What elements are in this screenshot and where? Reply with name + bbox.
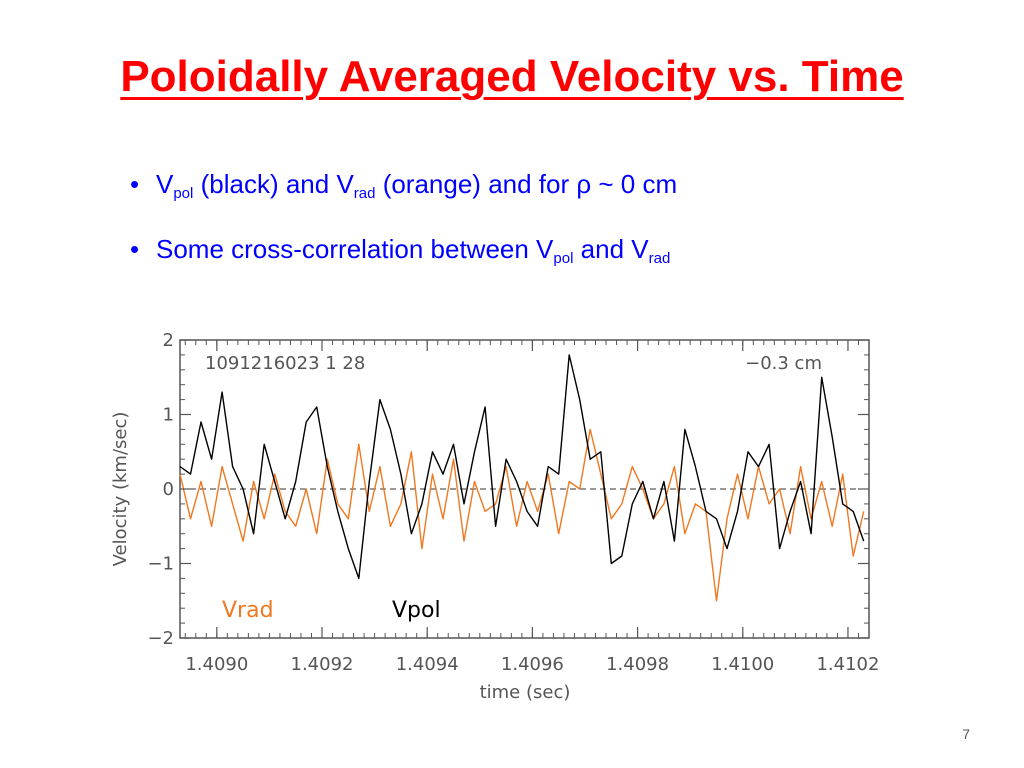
bullet-list: Vpol (black) and Vrad (orange) and for ρ… xyxy=(130,168,677,298)
subscript: rad xyxy=(648,250,671,267)
x-tick-label: 1.4092 xyxy=(291,654,354,675)
y-tick-label: −2 xyxy=(147,628,174,649)
x-tick-label: 1.4100 xyxy=(711,654,774,675)
legend-vrad: Vrad xyxy=(222,598,274,623)
shot-annotation: 1091216023 1 28 xyxy=(205,353,365,374)
x-tick-label: 1.4096 xyxy=(501,654,564,675)
bullet-item-2: Some cross-correlation between Vpol and … xyxy=(130,233,677,275)
series-line-vpol xyxy=(179,354,865,580)
y-tick-label: 0 xyxy=(163,479,174,500)
x-tick-label: 1.4094 xyxy=(396,654,459,675)
rho-symbol: ρ xyxy=(576,169,592,199)
subscript: rad xyxy=(353,185,376,202)
bullet-text: and V xyxy=(573,234,649,264)
bullet-text: V xyxy=(156,169,174,199)
x-tick-label: 1.4098 xyxy=(606,654,669,675)
y-axis-label: Velocity (km/sec) xyxy=(110,412,131,567)
y-tick-label: 1 xyxy=(163,405,174,426)
slide-title: Poloidally Averaged Velocity vs. Time xyxy=(120,52,904,101)
x-tick-label: 1.4090 xyxy=(185,654,248,675)
bullet-text: (orange) and for xyxy=(375,169,577,199)
bullet-text: ~ 0 cm xyxy=(591,169,678,199)
legend-vpol: Vpol xyxy=(392,598,441,623)
bullet-text: Some cross-correlation between V xyxy=(156,234,554,264)
y-tick-label: −1 xyxy=(147,554,174,575)
subscript: pol xyxy=(553,250,574,267)
radius-annotation: −0.3 cm xyxy=(745,353,822,374)
x-axis-label: time (sec) xyxy=(480,682,571,703)
y-tick-label: 2 xyxy=(163,330,174,351)
series-line-vrad xyxy=(179,428,865,602)
bullet-text: (black) and V xyxy=(193,169,354,199)
page-number: 7 xyxy=(962,726,970,742)
subscript: pol xyxy=(173,185,194,202)
bullet-item-1: Vpol (black) and Vrad (orange) and for ρ… xyxy=(130,168,677,210)
x-tick-label: 1.4102 xyxy=(816,654,879,675)
